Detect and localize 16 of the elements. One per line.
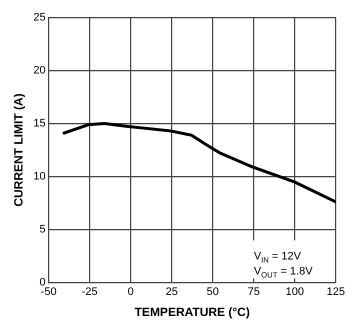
x-tick-label: 50 xyxy=(206,286,219,298)
x-tick-label: 125 xyxy=(326,286,346,298)
y-tick-label: 10 xyxy=(33,170,46,183)
x-tick-label: 75 xyxy=(248,286,260,298)
y-tick-label: 15 xyxy=(33,118,46,130)
y-tick-label: 5 xyxy=(40,223,46,236)
x-tick-label: 25 xyxy=(166,286,178,298)
x-tick-label: 100 xyxy=(286,286,304,298)
x-axis-title: TEMPERATURE (°C) xyxy=(134,305,250,320)
x-tick-label: -50 xyxy=(40,286,57,298)
x-tick-label: -25 xyxy=(82,286,98,298)
x-tick-label: 0 xyxy=(128,286,134,298)
y-tick-label: 20 xyxy=(33,64,46,77)
y-tick-label: 0 xyxy=(40,276,46,288)
y-tick-label: 25 xyxy=(33,12,46,24)
y-axis-title: CURRENT LIMIT (A) xyxy=(12,93,26,207)
